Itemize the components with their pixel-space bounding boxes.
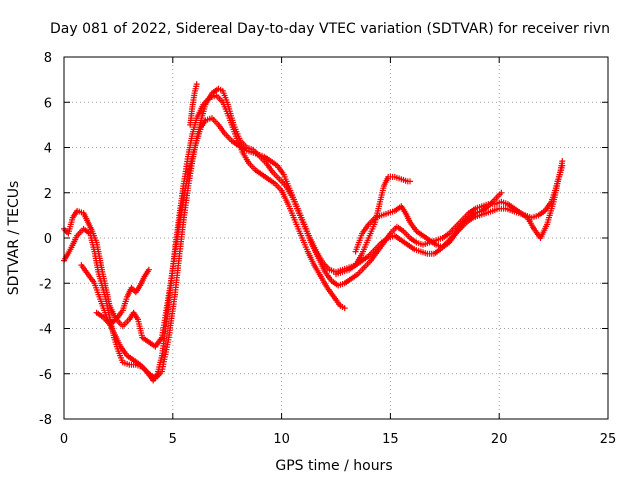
y-tick-label: -6	[39, 368, 52, 383]
plus-markers	[333, 173, 413, 278]
axis-ticks: 0 5 10 15 20 25 -8 -6 -4 -2 0 2 4 6 8	[39, 51, 616, 447]
satellite-arc-7	[187, 81, 200, 128]
y-tick-label: 8	[44, 51, 52, 66]
x-tick-label: 20	[491, 432, 508, 447]
x-tick-label: 25	[600, 432, 617, 447]
y-tick-label: 6	[44, 96, 52, 111]
satellite-arc-3	[78, 92, 348, 384]
x-tick-label: 15	[382, 432, 399, 447]
x-tick-label: 10	[273, 432, 290, 447]
satellite-arc-6	[352, 189, 505, 255]
x-axis-label: GPS time / hours	[275, 458, 392, 474]
y-tick-label: -2	[39, 277, 52, 292]
x-tick-label: 5	[169, 432, 177, 447]
chart-title: Day 081 of 2022, Sidereal Day-to-day VTE…	[50, 21, 610, 37]
y-tick-label: -4	[39, 323, 52, 338]
plus-markers	[187, 81, 200, 128]
y-tick-label: -8	[39, 413, 52, 428]
plus-markers	[78, 92, 348, 384]
plus-markers	[352, 189, 505, 255]
y-axis-label: SDTVAR / TECUs	[6, 181, 22, 296]
plus-markers	[93, 266, 152, 327]
y-tick-label: 0	[44, 232, 52, 247]
satellite-arc-5	[333, 173, 413, 278]
y-tick-label: 2	[44, 187, 52, 202]
y-tick-label: 4	[44, 142, 52, 157]
x-tick-label: 0	[60, 432, 68, 447]
satellite-arc-4	[93, 266, 152, 327]
